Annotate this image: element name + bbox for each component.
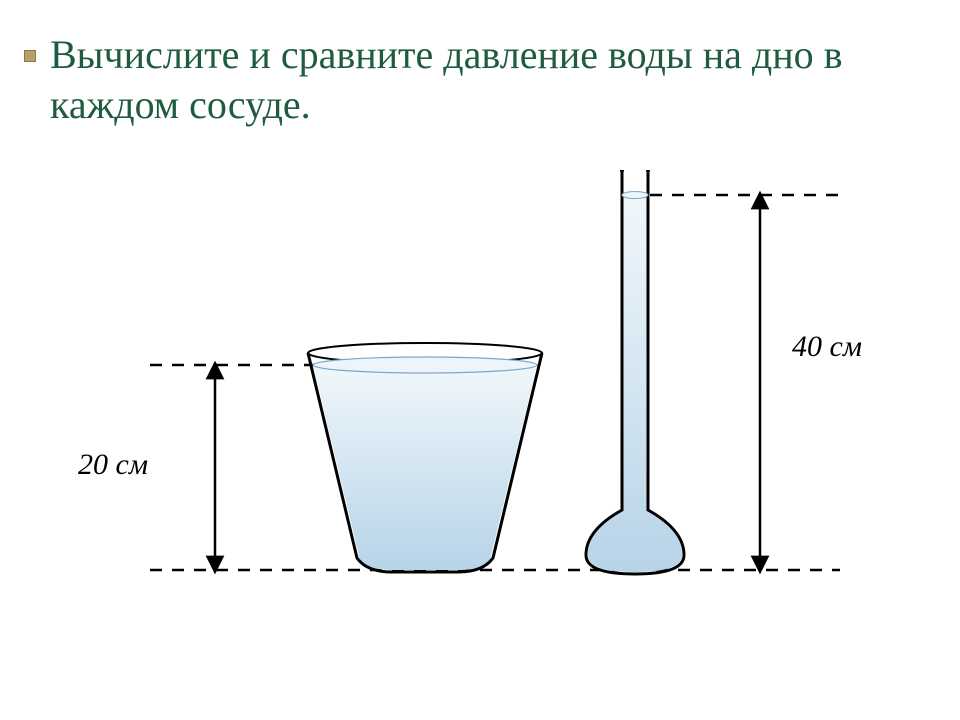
right-height-label: 40 см <box>792 330 862 364</box>
left-height-label: 20 см <box>78 448 148 482</box>
right-vessel-water-surface <box>622 192 648 199</box>
left-vessel-water-surface <box>313 357 537 373</box>
slide-title: Вычислите и сравните давление воды на дн… <box>50 30 910 130</box>
pressure-diagram: 20 см 40 см <box>60 170 900 630</box>
title-bullet <box>24 50 36 62</box>
right-vessel-water <box>588 195 682 572</box>
left-vessel-water <box>313 365 537 570</box>
